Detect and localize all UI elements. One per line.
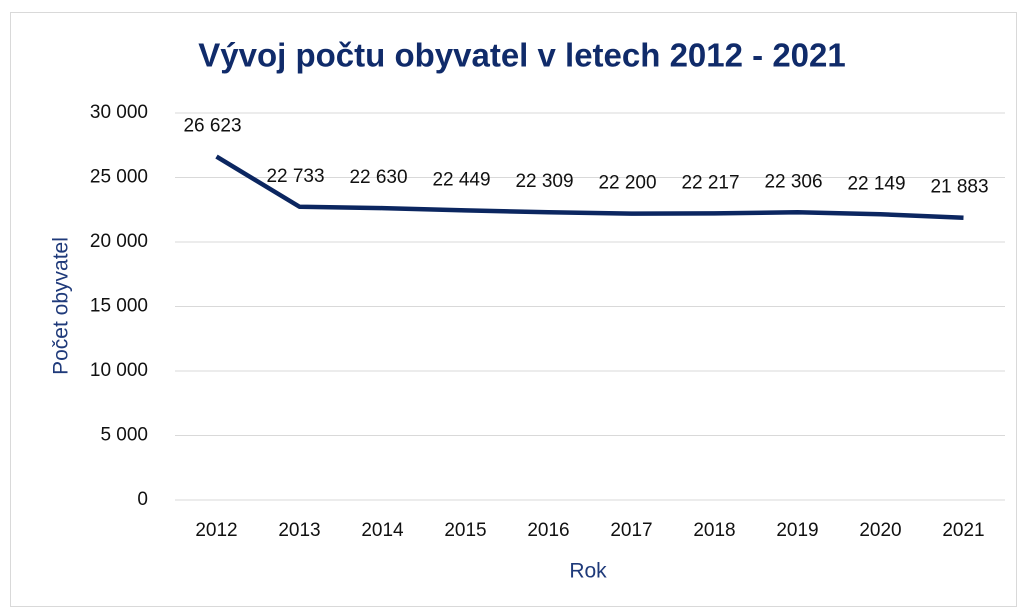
data-label: 22 309	[515, 171, 573, 192]
data-label: 22 449	[432, 169, 490, 190]
x-axis-label: Rok	[569, 560, 607, 583]
data-label: 22 306	[764, 171, 822, 192]
y-tick-label: 10 000	[90, 360, 148, 381]
data-label: 22 630	[349, 167, 407, 188]
line	[215, 154, 964, 220]
y-tick-label: 5 000	[100, 425, 148, 446]
data-label: 22 200	[598, 173, 656, 194]
data-label: 22 733	[266, 166, 324, 187]
x-tick-label: 2014	[361, 520, 404, 541]
y-tick-label: 20 000	[90, 231, 148, 252]
data-label: 21 883	[930, 177, 988, 198]
x-tick-label: 2013	[278, 520, 320, 541]
data-label: 22 149	[847, 173, 905, 194]
x-tick-label: 2020	[859, 520, 901, 541]
x-tick-label: 2018	[693, 520, 735, 541]
x-tick-label: 2019	[776, 520, 818, 541]
y-axis-label: Počet obyvatel	[50, 237, 73, 375]
chart-title: Vývoj počtu obyvatel v letech 2012 - 202…	[198, 37, 845, 74]
x-tick-label: 2012	[195, 520, 237, 541]
chart-border	[10, 12, 1017, 607]
y-tick-label: 0	[137, 489, 148, 510]
x-tick-label: 2016	[527, 520, 569, 541]
data-label: 22 217	[681, 172, 739, 193]
y-tick-label: 15 000	[90, 296, 148, 317]
y-tick-label: 30 000	[90, 102, 148, 123]
data-label: 26 623	[183, 116, 241, 137]
x-tick-label: 2015	[444, 520, 486, 541]
x-tick-label: 2017	[610, 520, 652, 541]
y-tick-label: 25 000	[90, 167, 148, 188]
x-tick-label: 2021	[942, 520, 984, 541]
